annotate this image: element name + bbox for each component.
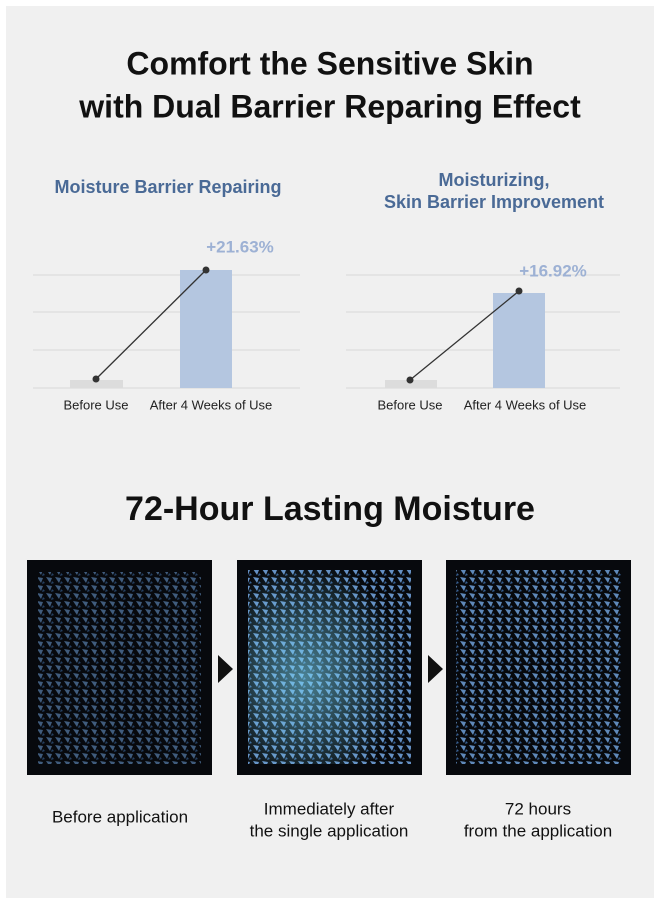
bar [180, 270, 232, 388]
change-label: +16.92% [519, 261, 587, 280]
bar [493, 293, 545, 388]
point [202, 266, 210, 274]
section-title: 72-Hour Lasting Moisture [125, 490, 535, 528]
arrow [218, 655, 233, 683]
bar [70, 380, 123, 388]
arrow [428, 655, 443, 683]
chart-title: Moisture Barrier Repairing [54, 177, 281, 197]
title-line: Comfort the Sensitive Skin [126, 45, 533, 81]
point [406, 376, 414, 384]
chart-title: Skin Barrier Improvement [384, 192, 604, 212]
chart-title: Moisturizing, [439, 170, 550, 190]
category-label: Before Use [377, 397, 442, 412]
caption: Immediately after [264, 799, 395, 818]
caption: Before application [52, 807, 188, 826]
trend-line [95, 269, 207, 380]
bar [385, 380, 437, 388]
category-label: After 4 Weeks of Use [150, 397, 273, 412]
change-label: +21.63% [206, 237, 274, 256]
caption: from the application [464, 821, 612, 840]
image-panel [446, 560, 631, 775]
caption: 72 hours [505, 799, 571, 818]
point [92, 375, 100, 383]
trend-line [409, 290, 520, 381]
point [515, 287, 523, 295]
title-line: with Dual Barrier Reparing Effect [78, 88, 581, 124]
caption: the single application [250, 821, 409, 840]
image-panel [27, 560, 212, 775]
chart: Moisture Barrier Repairing +21.63% Befor… [33, 177, 300, 412]
image-panel [237, 560, 422, 775]
category-label: Before Use [63, 397, 128, 412]
category-label: After 4 Weeks of Use [464, 397, 587, 412]
chart: Moisturizing, Skin Barrier Improvement +… [346, 170, 620, 412]
